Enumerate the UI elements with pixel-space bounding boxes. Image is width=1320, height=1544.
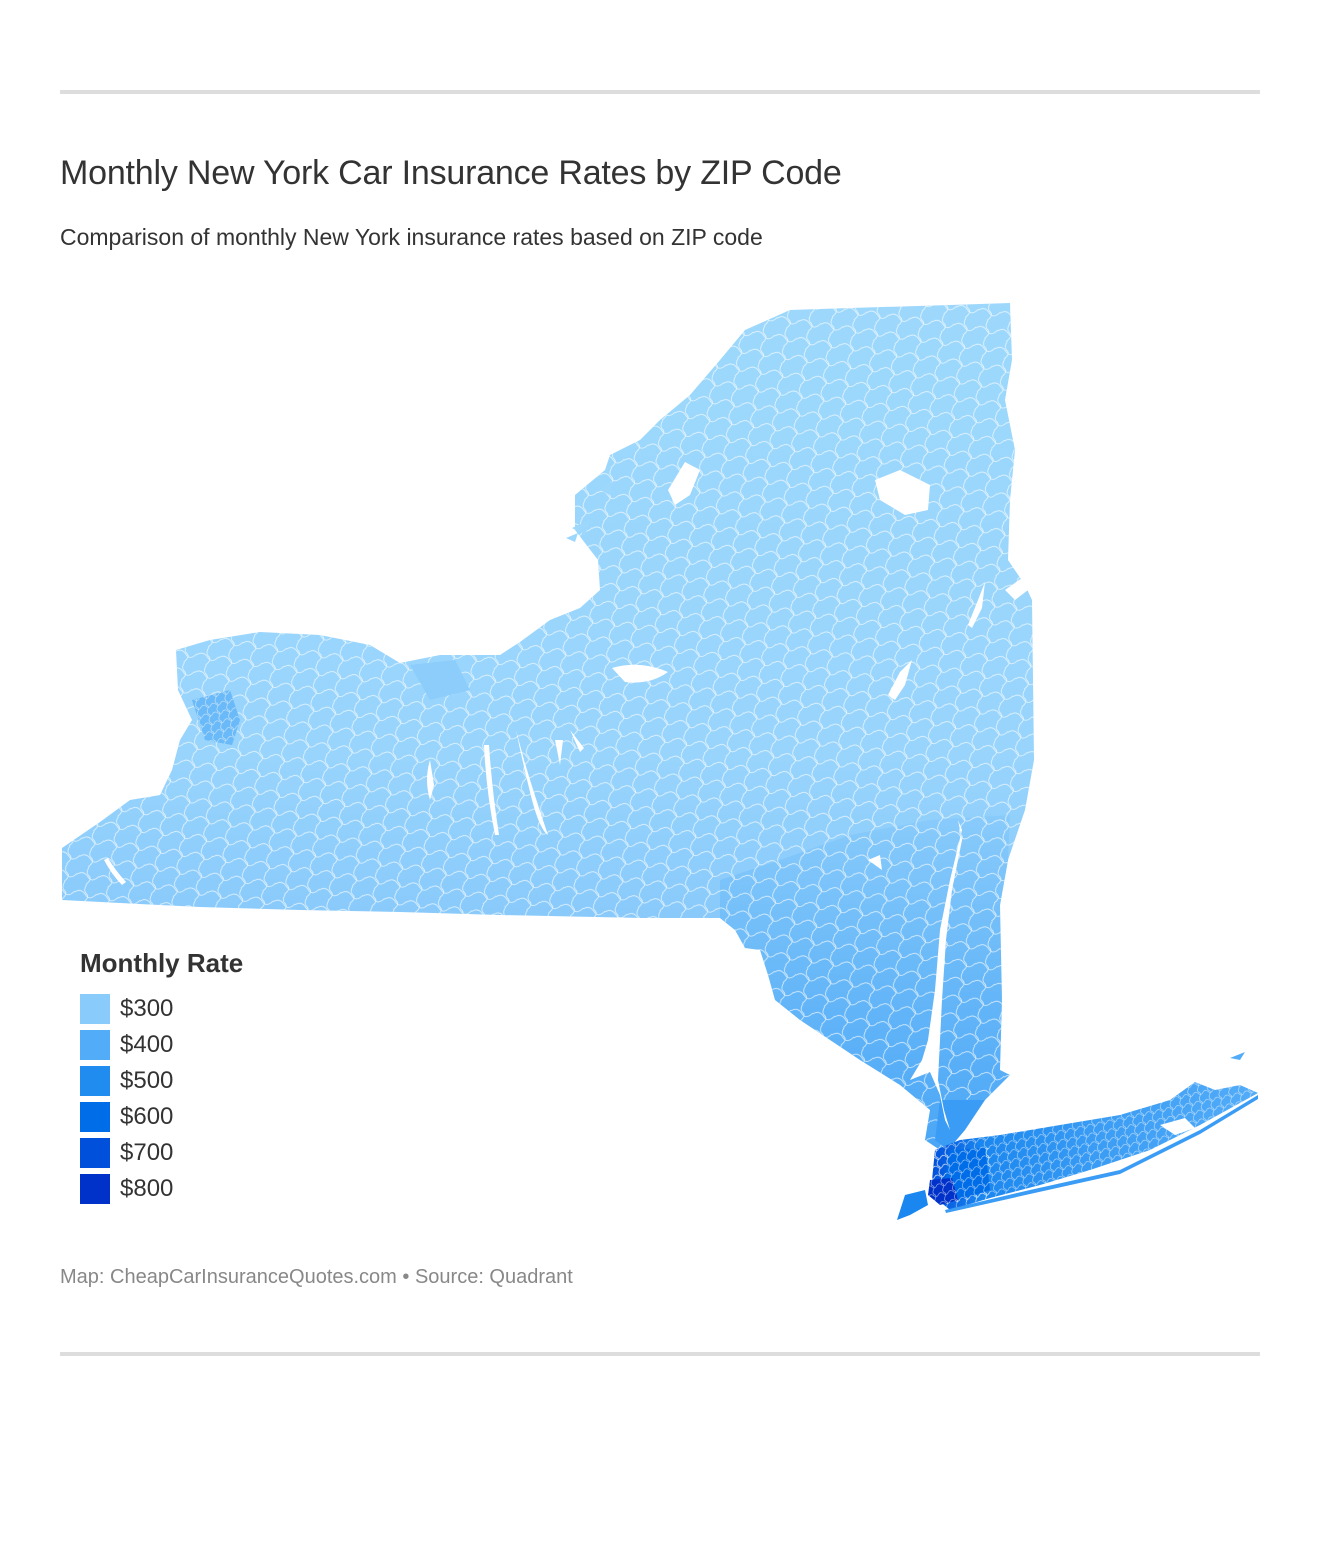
- ashokan-reservoir: [868, 855, 882, 870]
- lake-champlain-edge: [1005, 578, 1028, 600]
- legend-swatch-icon: [80, 1138, 110, 1168]
- westchester-area: [935, 1100, 985, 1150]
- legend-item-500: $500: [80, 1063, 243, 1099]
- legend-swatch-icon: [80, 1174, 110, 1204]
- legend-item-700: $700: [80, 1135, 243, 1171]
- bottom-divider: [60, 1352, 1260, 1356]
- water-bodies: [104, 462, 1195, 1135]
- hudson-river: [910, 820, 962, 1130]
- legend-label: $500: [120, 1067, 174, 1094]
- chart-title: Monthly New York Car Insurance Rates by …: [60, 154, 842, 192]
- chart-subtitle: Comparison of monthly New York insurance…: [60, 224, 763, 250]
- legend-title: Monthly Rate: [80, 948, 244, 978]
- keuka-lake: [427, 760, 434, 800]
- source-credit: Map: CheapCarInsuranceQuotes.com • Sourc…: [60, 1266, 573, 1288]
- indian-lake: [875, 470, 930, 515]
- legend-label: $300: [120, 995, 174, 1022]
- legend-label: $600: [120, 1103, 174, 1130]
- peconic-bay: [1160, 1118, 1195, 1135]
- legend-item-300: $300: [80, 991, 243, 1027]
- chautauqua-lake: [104, 858, 126, 885]
- legend-swatch-icon: [80, 1102, 110, 1132]
- oneida-lake: [612, 664, 668, 683]
- legend-item-800: $800: [80, 1171, 243, 1207]
- legend-item-600: $600: [80, 1099, 243, 1135]
- cranberry-lake: [668, 462, 700, 505]
- legend-label: $700: [120, 1139, 174, 1166]
- top-divider: [60, 90, 1260, 94]
- great-sacandaga-lake: [888, 660, 912, 700]
- legend-item-400: $400: [80, 1027, 243, 1063]
- legend-swatch-icon: [80, 994, 110, 1024]
- owasco-lake: [555, 740, 563, 765]
- coastline-islands: [566, 480, 612, 542]
- rochester-area: [410, 660, 470, 700]
- seneca-lake: [484, 745, 499, 835]
- upstate-region: [62, 303, 1034, 950]
- legend-swatch-icon: [80, 1030, 110, 1060]
- new-york-zip-choropleth-map: [62, 303, 1258, 1220]
- long-island-nyc-region: [897, 1052, 1258, 1220]
- lake-george: [968, 582, 985, 628]
- legend: Monthly Rate $300 $400 $500 $600 $700 $8…: [80, 948, 243, 1207]
- legend-swatch-icon: [80, 1066, 110, 1096]
- staten-island-area: [897, 1190, 928, 1220]
- skaneateles-lake: [570, 730, 584, 752]
- legend-label: $800: [120, 1175, 174, 1202]
- legend-label: $400: [120, 1031, 174, 1058]
